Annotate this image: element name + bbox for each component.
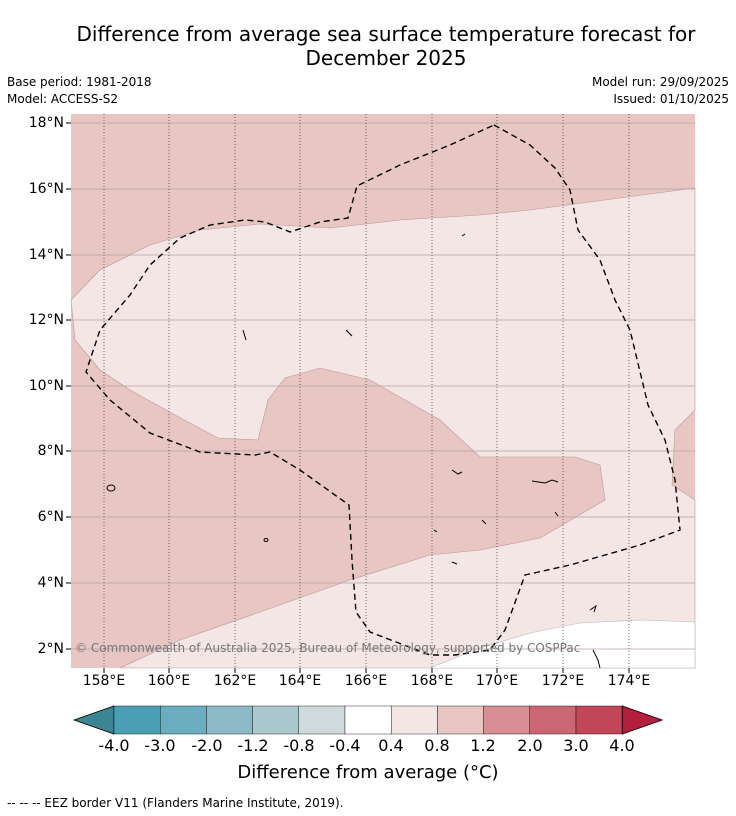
colorbar-tick-label: -1.2 [237, 736, 269, 755]
model-name: Model: ACCESS-S2 [7, 92, 119, 106]
copyright-notice: © Commonwealth of Australia 2025, Bureau… [75, 641, 581, 655]
colorbar-tick-label: 1.2 [470, 736, 496, 755]
colorbar-over-arrow [621, 705, 664, 735]
anomaly-region-light-west [70, 187, 696, 669]
colorbar-tick-label: 0.4 [378, 736, 404, 755]
latitude-gridlines [71, 122, 695, 650]
anomaly-region-neutral [429, 619, 696, 669]
colorbar [72, 705, 664, 735]
island [242, 329, 247, 341]
model-run: Model run: 29/09/2025 [591, 75, 729, 89]
islands [106, 233, 601, 669]
colorbar-tick-label: -3.0 [144, 736, 176, 755]
lon-label: 168°E [410, 673, 454, 689]
colorbar-segment [437, 705, 484, 735]
meta-left: Base period: 1981-2018 Model: ACCESS-S2 [7, 74, 152, 108]
colorbar-segment [483, 705, 531, 735]
colorbar-segment [298, 705, 346, 735]
eez-legend-note: -- -- -- EEZ border V11 (Flanders Marine… [7, 796, 344, 810]
lat-label: 18°N [28, 115, 64, 131]
island [461, 233, 466, 237]
colorbar-segment [575, 705, 623, 735]
axis-ticks [66, 122, 630, 673]
colorbar-segment [113, 705, 161, 735]
island [554, 511, 559, 517]
colorbar-under-arrow [72, 705, 115, 735]
lon-label: 174°E [607, 673, 651, 689]
lon-label: 170°E [475, 673, 519, 689]
colorbar-tick-label: -0.4 [329, 736, 361, 755]
island [106, 484, 116, 492]
island [345, 329, 353, 337]
colorbar-tick-label: -2.0 [191, 736, 223, 755]
island [451, 469, 463, 475]
lon-label: 166°E [344, 673, 388, 689]
colorbar-label: Difference from average (°C) [237, 762, 499, 783]
lon-label: 158°E [82, 673, 126, 689]
island [481, 519, 487, 525]
island [263, 538, 269, 542]
base-period: Base period: 1981-2018 [7, 75, 152, 89]
colorbar-tick-label: 0.8 [424, 736, 450, 755]
lon-label: 164°E [278, 673, 322, 689]
colorbar-segment [529, 705, 577, 735]
lat-label: 10°N [28, 378, 64, 394]
lat-label: 8°N [37, 443, 64, 459]
title-line-1: Difference from average sea surface temp… [76, 22, 696, 46]
colorbar-segment [159, 705, 207, 735]
lat-label: 4°N [37, 575, 64, 591]
lat-label: 2°N [37, 641, 64, 657]
lon-label: 160°E [147, 673, 191, 689]
colorbar-tick-label: 4.0 [609, 736, 635, 755]
lat-label: 16°N [28, 181, 64, 197]
lat-label: 12°N [28, 312, 64, 328]
colorbar-tick-label: -4.0 [98, 736, 130, 755]
meta-right: Model run: 29/09/2025 Issued: 01/10/2025 [592, 74, 729, 108]
eez-border [85, 124, 681, 656]
island [531, 479, 559, 484]
island [592, 649, 601, 669]
colorbar-segment [344, 705, 392, 735]
colorbar-segment [252, 705, 300, 735]
lon-label: 162°E [213, 673, 257, 689]
map-title: Difference from average sea surface temp… [40, 22, 732, 70]
title-line-2: December 2025 [305, 46, 467, 70]
island [589, 604, 597, 613]
island [451, 561, 458, 565]
colorbar-tick-label: 3.0 [563, 736, 589, 755]
issued-date: Issued: 01/10/2025 [613, 92, 729, 106]
longitude-gridlines [103, 114, 630, 668]
colorbar-segment [391, 705, 438, 735]
lat-label: 6°N [37, 509, 64, 525]
colorbar-segment [206, 705, 253, 735]
colorbar-tick-label: -0.8 [283, 736, 315, 755]
lon-label: 172°E [541, 673, 585, 689]
lat-label: 14°N [28, 247, 64, 263]
colorbar-tick-label: 2.0 [517, 736, 543, 755]
island [433, 529, 438, 533]
